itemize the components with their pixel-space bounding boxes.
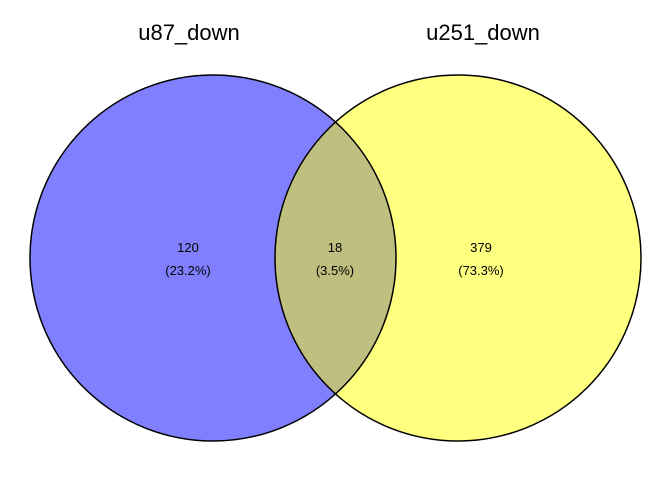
right-only-count: 379 xyxy=(470,240,492,255)
intersection-region xyxy=(275,75,396,441)
u251-down-outline xyxy=(274,74,642,442)
left-only-percent: (23.2%) xyxy=(165,263,211,278)
intersection-count: 18 xyxy=(328,240,342,255)
right-only-percent: (73.3%) xyxy=(458,263,504,278)
u251-down-title: u251_down xyxy=(426,20,540,45)
left-only-count: 120 xyxy=(177,240,199,255)
u87-down-outline xyxy=(29,74,397,442)
u87-down-title: u87_down xyxy=(138,20,240,45)
intersection-percent: (3.5%) xyxy=(316,263,354,278)
